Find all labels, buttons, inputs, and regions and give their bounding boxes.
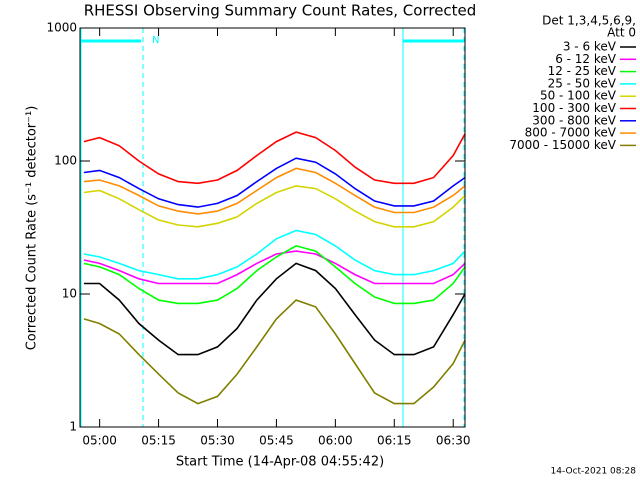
legend-label: 25 - 50 keV xyxy=(548,76,617,90)
legend-header: Det 1,3,4,5,6,9, xyxy=(542,14,636,28)
x-tick-label: 05:45 xyxy=(259,434,294,448)
x-axis-label: Start Time (14-Apr-08 04:55:42) xyxy=(176,455,384,470)
legend-label: 3 - 6 keV xyxy=(563,40,617,54)
x-tick-label: 05:30 xyxy=(200,434,235,448)
x-tick-label: 05:00 xyxy=(82,434,117,448)
y-axis-label: Corrected Count Rate (s⁻¹ detector⁻¹) xyxy=(25,106,40,351)
chart-title: RHESSI Observing Summary Count Rates, Co… xyxy=(84,2,477,20)
x-tick-label: 06:30 xyxy=(436,434,471,448)
series-line xyxy=(83,167,466,215)
x-tick-label: 05:15 xyxy=(141,434,176,448)
legend-label: 50 - 100 keV xyxy=(540,89,617,103)
plot-frame xyxy=(79,27,466,428)
y-tick-label: 10 xyxy=(62,287,77,301)
legend-label: 6 - 12 keV xyxy=(555,52,617,66)
y-tick-label: 1000 xyxy=(46,21,77,35)
attenuator-markers xyxy=(80,28,465,427)
x-tick-label: 06:15 xyxy=(377,434,412,448)
legend-label: 100 - 300 keV xyxy=(532,101,616,115)
legend-label: 12 - 25 keV xyxy=(548,64,617,78)
series-line xyxy=(83,262,466,356)
series-line xyxy=(83,299,466,405)
legend-label: 800 - 7000 keV xyxy=(525,126,617,140)
legend-label: 7000 - 15000 keV xyxy=(509,138,616,152)
series-line xyxy=(83,245,466,305)
y-tick-label: 1 xyxy=(69,420,77,434)
series-line xyxy=(83,250,466,285)
series-line xyxy=(83,131,466,185)
annotation: N xyxy=(152,35,159,46)
y-tick-label: 100 xyxy=(54,154,77,168)
x-tick-label: 06:00 xyxy=(318,434,353,448)
series-line xyxy=(83,157,466,208)
legend-header: Att 0 xyxy=(607,26,636,40)
series-line xyxy=(83,185,466,228)
series-line xyxy=(83,229,466,280)
footer: 14-Oct-2021 08:28 xyxy=(551,467,637,477)
legend-label: 300 - 800 keV xyxy=(532,113,616,127)
